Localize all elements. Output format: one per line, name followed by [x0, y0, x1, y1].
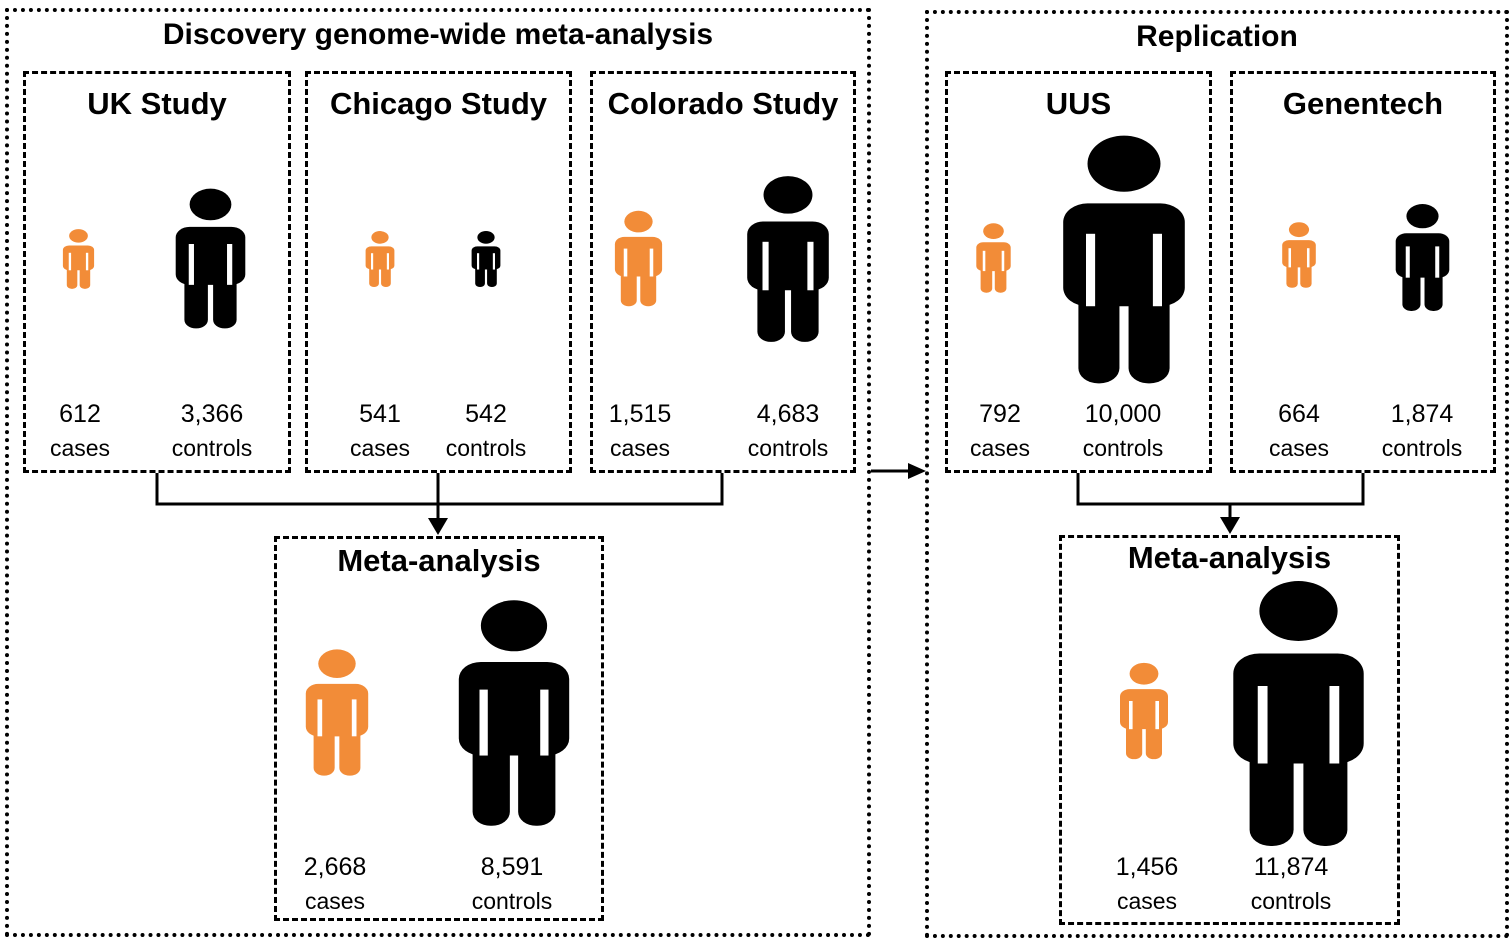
study-box-uus — [945, 71, 1212, 473]
study-title: Colorado Study — [607, 86, 839, 121]
controls-label: controls — [1250, 888, 1332, 914]
study-box-genentech — [1230, 71, 1496, 473]
controls-label: controls — [747, 435, 829, 461]
control-count: 542 — [465, 400, 507, 428]
controls-label: controls — [1082, 435, 1164, 461]
case-person-icon — [1282, 222, 1316, 288]
case-count: 2,668 — [303, 853, 367, 881]
study-title: UK Study — [87, 86, 227, 121]
control-person-icon — [1233, 581, 1364, 846]
study-box-colorado — [590, 71, 856, 473]
case-person-icon — [976, 223, 1011, 293]
case-person-icon — [1120, 662, 1168, 760]
control-person-icon — [458, 600, 570, 826]
study-box-uk — [23, 71, 291, 473]
controls-label: controls — [445, 435, 527, 461]
discovery-title: Discovery genome-wide meta-analysis — [162, 18, 714, 51]
study-title: Chicago Study — [329, 86, 547, 121]
case-count: 612 — [59, 400, 101, 428]
replication-section — [925, 10, 1509, 938]
controls-label: controls — [171, 435, 253, 461]
cases-label: cases — [349, 435, 411, 461]
case-count: 1,456 — [1115, 853, 1179, 881]
cases-label: cases — [1116, 888, 1178, 914]
study-title: Genentech — [1282, 86, 1444, 121]
control-count: 8,591 — [480, 853, 544, 881]
study-title: UUS — [1045, 86, 1112, 121]
case-count: 541 — [359, 400, 401, 428]
cases-label: cases — [49, 435, 111, 461]
control-count: 11,874 — [1253, 853, 1329, 881]
control-count: 4,683 — [756, 400, 820, 428]
case-count: 792 — [979, 400, 1021, 428]
case-person-icon — [62, 229, 95, 289]
control-person-icon — [1395, 204, 1450, 311]
case-count: 664 — [1278, 400, 1320, 428]
case-person-icon — [305, 649, 369, 776]
cases-label: cases — [609, 435, 671, 461]
cases-label: cases — [1268, 435, 1330, 461]
replication-title: Replication — [1136, 20, 1298, 53]
meta-box-discovery — [274, 536, 604, 921]
study-box-chicago — [305, 71, 572, 473]
control-count: 3,366 — [180, 400, 244, 428]
meta-title: Meta-analysis — [337, 543, 541, 578]
case-person-icon — [614, 210, 663, 307]
case-count: 1,515 — [608, 400, 672, 428]
cases-label: cases — [969, 435, 1031, 461]
meta-title: Meta-analysis — [1127, 540, 1332, 575]
cases-label: cases — [304, 888, 366, 914]
control-person-icon — [747, 176, 829, 342]
controls-label: controls — [471, 888, 553, 914]
meta-box-replication — [1059, 535, 1400, 925]
case-person-icon — [365, 231, 395, 287]
control-person-icon — [471, 231, 501, 287]
discovery-section — [5, 8, 871, 937]
control-person-icon — [175, 188, 246, 329]
control-count: 10,000 — [1084, 400, 1162, 428]
control-count: 1,874 — [1390, 400, 1454, 428]
controls-label: controls — [1381, 435, 1463, 461]
control-person-icon — [1063, 135, 1185, 384]
